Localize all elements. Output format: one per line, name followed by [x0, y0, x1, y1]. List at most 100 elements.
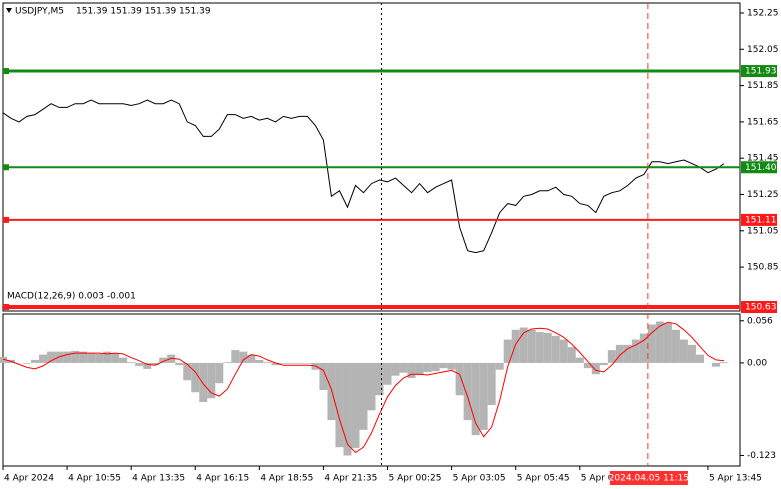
macd-bar: [183, 362, 192, 381]
macd-bar: [23, 362, 32, 364]
cursor-label-box: [609, 471, 688, 485]
macd-bar: [543, 332, 552, 363]
x-tick-label: 4 Apr 18:55: [260, 474, 313, 484]
macd-bar: [175, 362, 184, 366]
macd-bar: [567, 347, 576, 363]
macd-pane: [2, 313, 741, 467]
macd-bar: [511, 329, 520, 363]
chart-title: USDJPY,M5: [15, 7, 64, 17]
macd-bar: [591, 362, 600, 375]
y-tick-label: 151.85: [747, 81, 779, 91]
macd-bar: [615, 344, 624, 363]
macd-bar: [655, 321, 664, 363]
macd-bar: [471, 362, 480, 436]
macd-bar: [39, 354, 48, 363]
y-tick-label: 152.05: [747, 45, 779, 55]
macd-bar: [535, 332, 544, 363]
macd-bar: [87, 353, 96, 363]
macd-bar: [487, 362, 496, 406]
macd-bar: [351, 362, 360, 448]
macd-bar: [599, 362, 608, 366]
x-tick-label: 4 Apr 13:35: [132, 474, 185, 484]
x-tick-label: 4 Apr 2024: [4, 474, 54, 484]
macd-bar: [199, 362, 208, 403]
macd-bar: [679, 339, 688, 363]
cursor-label: 2024.04.05 11:15: [609, 474, 689, 484]
macd-bar: [343, 362, 352, 456]
level-label-box: [741, 161, 777, 174]
macd-bar: [159, 357, 168, 363]
level-square: [3, 164, 9, 171]
macd-bar: [143, 362, 152, 369]
macd-bar: [431, 362, 440, 372]
x-tick-label: 5 Apr 13:45: [709, 474, 762, 484]
macd-bar: [103, 351, 112, 363]
macd-bar: [47, 351, 56, 363]
macd-bar: [711, 362, 720, 367]
macd-bar: [31, 359, 40, 363]
macd-bar: [71, 350, 80, 363]
y-tick-label: 151.25: [747, 190, 779, 200]
macd-bar: [231, 350, 240, 363]
x-tick-label: 4 Apr 10:55: [68, 474, 121, 484]
macd-bar: [191, 362, 200, 393]
macd-bar: [423, 362, 432, 372]
y-tick-label: 151.45: [747, 154, 779, 164]
macd-bar: [671, 329, 680, 363]
macd-bar: [247, 354, 256, 363]
macd-bar: [359, 362, 368, 430]
signal-line: [2, 321, 725, 454]
level-label: 150.63: [745, 303, 777, 313]
macd-bar: [583, 362, 592, 369]
macd-bar: [327, 362, 336, 421]
macd-bar: [0, 356, 7, 363]
level-label-box: [741, 65, 777, 78]
price-pane: [2, 2, 741, 312]
macd-bar: [271, 362, 280, 366]
collapse-icon: [6, 8, 12, 13]
macd-bar: [527, 329, 536, 363]
macd-bar: [239, 351, 248, 363]
x-tick-label: 4 Apr 21:35: [324, 474, 377, 484]
macd-bar: [303, 362, 312, 364]
macd-bar: [279, 362, 288, 364]
x-tick-label: 5 Apr 03:05: [453, 474, 506, 484]
y-tick-label: 151.65: [747, 117, 779, 127]
x-tick-label: 5 Apr 0: [581, 474, 614, 484]
macd-bar: [623, 344, 632, 363]
macd-bar: [463, 362, 472, 421]
macd-bar: [375, 362, 384, 396]
level-square: [3, 68, 9, 75]
macd-bar: [663, 323, 672, 363]
macd-bar: [447, 362, 456, 370]
macd-bar: [79, 351, 88, 363]
macd-bar: [415, 362, 424, 375]
level-square: [3, 216, 9, 223]
level-label-box: [741, 213, 777, 226]
macd-bar: [151, 362, 160, 366]
macd-bar: [407, 362, 416, 378]
macd-bar: [575, 357, 584, 363]
macd-bar: [631, 339, 640, 363]
macd-bar: [319, 362, 328, 390]
macd-bar: [719, 362, 728, 363]
macd-bar: [335, 362, 344, 448]
macd-bar: [207, 362, 216, 399]
macd-y-tick-label: -0.123: [747, 451, 776, 461]
macd-bar: [263, 362, 272, 363]
macd-bar: [255, 359, 264, 363]
ohlc-text: 151.39 151.39 151.39 151.39: [76, 7, 211, 17]
macd-bar: [119, 357, 128, 363]
macd-bar: [95, 353, 104, 363]
level-label: 151.93: [745, 67, 777, 77]
macd-bar: [503, 339, 512, 363]
macd-bar: [223, 362, 232, 363]
macd-bar: [383, 362, 392, 385]
macd-bar: [479, 362, 488, 430]
macd-bar: [695, 354, 704, 363]
level-label: 151.40: [745, 163, 777, 173]
macd-title: MACD(12,26,9) 0.003 -0.001: [7, 292, 136, 302]
macd-bar: [127, 362, 136, 363]
macd-bar: [607, 350, 616, 363]
macd-bar: [559, 339, 568, 363]
